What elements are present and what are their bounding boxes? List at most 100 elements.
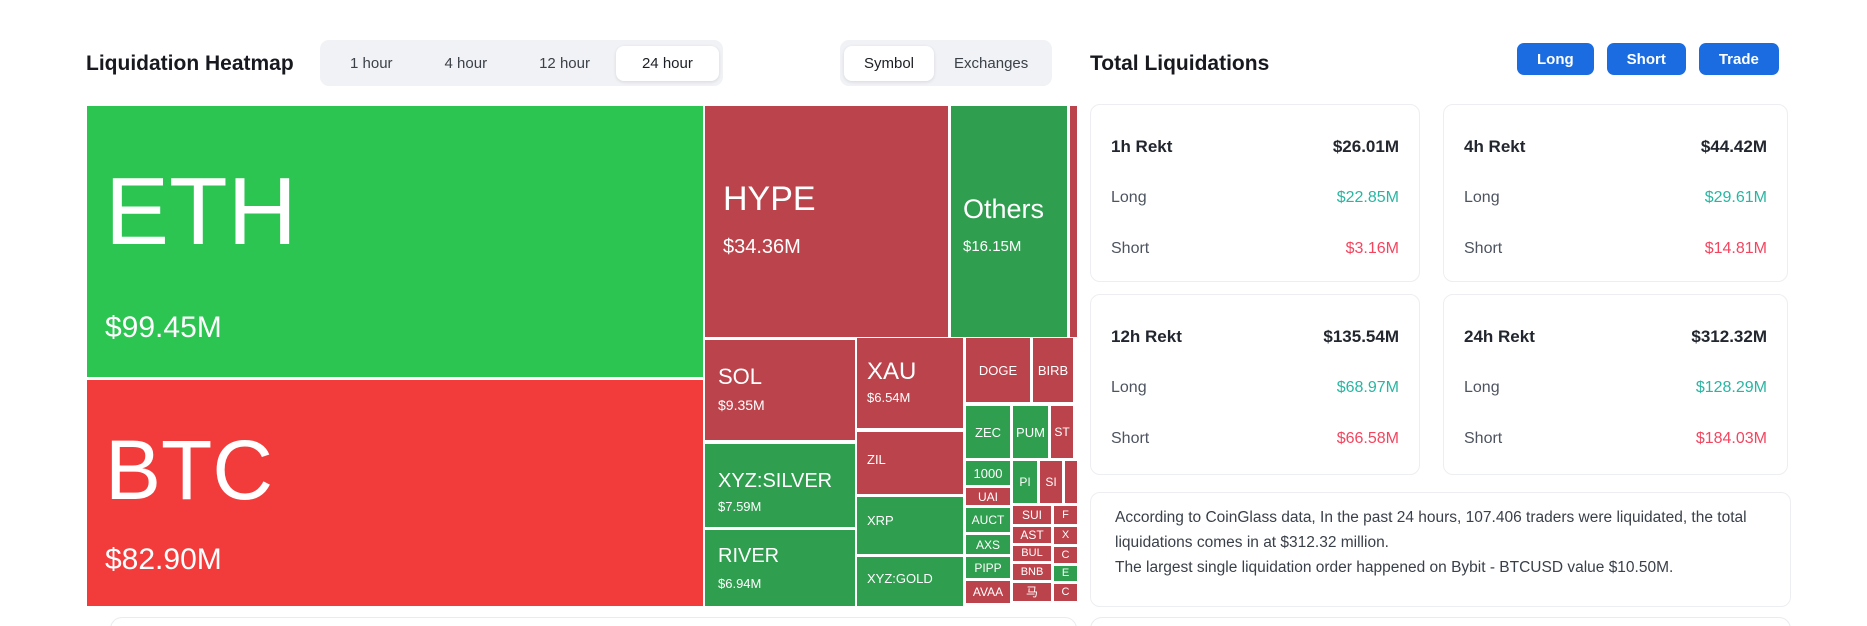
tile-symbol: X [1061, 529, 1070, 541]
tile-symbol: UAI [977, 489, 998, 504]
treemap-tile-X[interactable]: X [1054, 527, 1077, 544]
long-label: Long [1111, 189, 1147, 206]
short-value: $66.58M [1336, 430, 1399, 447]
treemap-tile-C[interactable]: C [1054, 547, 1077, 563]
tile-symbol: ETH [105, 158, 297, 265]
tile-symbol: RIVER [718, 545, 780, 567]
short-value: $3.16M [1345, 240, 1399, 257]
time-filter-group: 1 hour 4 hour 12 hour 24 hour [320, 40, 723, 86]
treemap-tile-fragment[interactable] [1070, 106, 1077, 337]
card-title: 1h Rekt [1111, 137, 1173, 156]
trade-button[interactable]: Trade [1698, 43, 1779, 75]
tile-symbol: BUL [1021, 547, 1043, 559]
next-section-card-left [110, 617, 1077, 626]
treemap-tile-马[interactable]: 马 [1013, 583, 1051, 601]
time-filter-1h[interactable]: 1 hour [350, 54, 393, 72]
mode-filter-exchanges[interactable]: Exchanges [954, 54, 1029, 72]
card-total: $135.54M [1323, 327, 1399, 346]
rekt-card-4h: 4h Rekt $44.42M Long $29.61M Short $14.81M [1443, 104, 1788, 282]
card-title: 24h Rekt [1464, 327, 1535, 346]
treemap-tile-BNB[interactable]: BNB [1013, 564, 1051, 580]
tile-symbol: XYZ:SILVER [718, 470, 833, 492]
tile-symbol: C [1061, 586, 1070, 598]
tile-symbol: 马 [1025, 585, 1038, 599]
tile-symbol: BNB [1020, 565, 1044, 578]
time-filter-24h-selected[interactable]: 24 hour [615, 45, 719, 81]
tile-value: $6.54M [867, 390, 911, 405]
treemap-tile-PIPP[interactable]: PIPP [966, 557, 1010, 578]
tile-symbol: BIRB [1037, 362, 1069, 378]
treemap-tile-XYZ:SILVER[interactable]: XYZ:SILVER $7.59M [705, 444, 855, 527]
card-title: 12h Rekt [1111, 327, 1182, 346]
tile-value: $16.15M [963, 238, 1022, 255]
card-total: $44.42M [1700, 137, 1767, 156]
treemap-tile-DOGE[interactable]: DOGE [966, 338, 1030, 402]
tile-symbol: SUI [1021, 508, 1042, 522]
treemap-tile-SI[interactable]: SI [1040, 461, 1062, 503]
long-value: $68.97M [1336, 379, 1399, 396]
short-label: Short [1111, 240, 1150, 257]
treemap-tile-AUCT[interactable]: AUCT [966, 508, 1010, 532]
treemap-tile-fragment[interactable] [1065, 461, 1077, 503]
tile-symbol: Others [963, 194, 1045, 224]
long-button[interactable]: Long [1517, 43, 1594, 75]
tile-symbol: XYZ:GOLD [867, 571, 933, 586]
panel-buttons: Long Short Trade [1517, 43, 1779, 75]
treemap-tile-SUI[interactable]: SUI [1013, 506, 1051, 524]
treemap-tile-SOL[interactable]: SOL $9.35M [705, 340, 855, 440]
card-title: 4h Rekt [1464, 137, 1526, 156]
treemap-tile-1000[interactable]: 1000 [966, 461, 1010, 485]
treemap-tile-PUM[interactable]: PUM [1013, 406, 1048, 458]
treemap-tile-AVAA[interactable]: AVAA [966, 581, 1010, 603]
treemap-tile-ZIL[interactable]: ZIL [857, 432, 963, 494]
long-value: $22.85M [1336, 189, 1399, 206]
treemap-tile-E[interactable]: E [1054, 566, 1077, 581]
treemap-tile-HYPE[interactable]: HYPE $34.36M [705, 106, 948, 337]
treemap-tile-Others[interactable]: Others $16.15M [951, 106, 1067, 337]
tile-symbol: AXS [975, 537, 1000, 552]
treemap-tile-UAI[interactable]: UAI [966, 488, 1010, 505]
treemap-tile-ST[interactable]: ST [1051, 406, 1073, 458]
treemap-tile-ZEC[interactable]: ZEC [966, 406, 1010, 458]
time-filter-12h[interactable]: 12 hour [539, 54, 590, 72]
treemap-tile-BTC[interactable]: BTC $82.90M [87, 380, 703, 606]
short-button[interactable]: Short [1606, 43, 1686, 75]
summary-line-2: The largest single liquidation order hap… [1115, 559, 1674, 576]
tile-symbol: DOGE [978, 362, 1018, 378]
card-total: $26.01M [1332, 137, 1399, 156]
tile-symbol: 1000 [973, 465, 1003, 481]
tile-symbol: ZIL [867, 452, 886, 467]
treemap-tile-F[interactable]: F [1054, 506, 1077, 524]
short-value: $184.03M [1695, 430, 1767, 447]
tile-value: $99.45M [105, 311, 222, 344]
treemap-tile-XAU[interactable]: XAU $6.54M [857, 338, 963, 428]
tile-symbol: F [1062, 508, 1069, 521]
treemap-tile-AST[interactable]: AST [1013, 527, 1051, 543]
treemap-tile-XRP[interactable]: XRP [857, 497, 963, 554]
tile-symbol: AUCT [971, 513, 1005, 527]
treemap-tile-AXS[interactable]: AXS [966, 535, 1010, 554]
treemap-tile-RIVER[interactable]: RIVER $6.94M [705, 530, 855, 606]
tile-symbol: XRP [867, 513, 894, 528]
treemap-tile-ETH[interactable]: ETH $99.45M [87, 106, 703, 377]
rekt-card-24h: 24h Rekt $312.32M Long $128.29M Short $184.… [1443, 294, 1788, 475]
tile-value: $34.36M [723, 236, 801, 258]
liquidation-summary-card: According to CoinGlass data, In the past… [1090, 492, 1791, 607]
treemap-tile-C[interactable]: C [1054, 584, 1077, 601]
treemap-tile-BIRB[interactable]: BIRB [1033, 338, 1073, 402]
treemap-tile-BUL[interactable]: BUL [1013, 546, 1051, 561]
treemap-tile-XYZ:GOLD[interactable]: XYZ:GOLD [857, 557, 963, 606]
long-value: $128.29M [1695, 379, 1767, 396]
long-label: Long [1111, 379, 1147, 396]
panel-title: Total Liquidations [1090, 52, 1270, 75]
mode-filter-symbol-selected[interactable]: Symbol [844, 45, 935, 81]
tile-value: $7.59M [718, 499, 762, 514]
tile-symbol: HYPE [723, 180, 816, 218]
tile-symbol: C [1061, 548, 1070, 561]
treemap-tile-PI[interactable]: PI [1013, 461, 1037, 503]
tile-symbol: XAU [867, 358, 917, 385]
time-filter-4h[interactable]: 4 hour [444, 54, 488, 72]
mode-filter-group: Symbol Exchanges [840, 40, 1053, 86]
long-label: Long [1464, 379, 1500, 396]
tile-symbol: BTC [105, 423, 273, 517]
